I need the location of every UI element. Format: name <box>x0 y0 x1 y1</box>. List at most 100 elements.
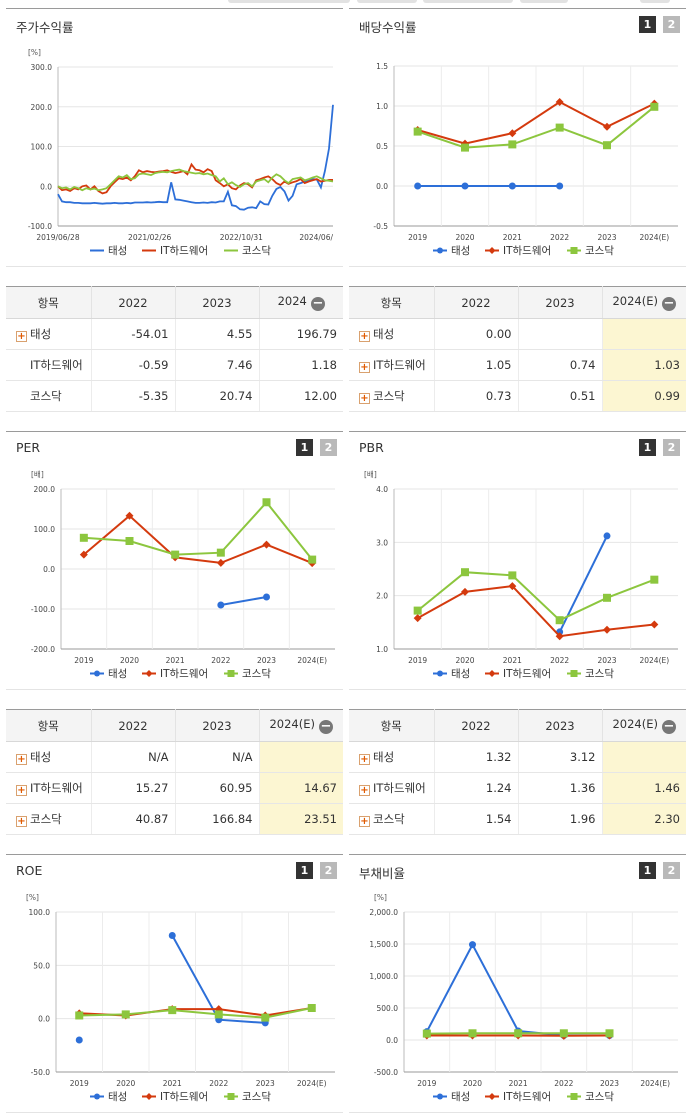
legend-marker <box>227 1093 235 1100</box>
stock-return-table: 항목 2022 2023 2024− + 태성 -54.01 4.55 196.7… <box>6 286 343 412</box>
col-header: 2023 <box>518 709 603 742</box>
expand-plus-icon[interactable]: + <box>359 816 370 827</box>
x-tick-label: 2024(E) <box>297 1079 327 1088</box>
expand-plus-icon[interactable]: + <box>359 785 370 796</box>
data-point <box>121 1010 130 1019</box>
data-point <box>413 614 422 623</box>
expand-plus-icon[interactable]: + <box>16 816 27 827</box>
x-tick-label: 2024(E) <box>297 656 327 665</box>
cell: 15.27 <box>91 772 176 804</box>
col-header: 2022 <box>434 286 519 319</box>
x-tick-label: 2020 <box>120 656 139 665</box>
cell: 1.36 <box>518 772 603 804</box>
table-row: + 태성 1.32 3.12 <box>349 741 686 773</box>
y-tick-label: -50.0 <box>31 1068 51 1077</box>
collapse-minus-icon[interactable]: − <box>310 296 325 311</box>
expand-plus-icon[interactable]: + <box>359 754 370 765</box>
stock-return-chart: [%] 300.0 200.0 100.0 0.0 -100.0 2019/06/28 202… <box>28 48 334 257</box>
cell: 3.12 <box>518 741 603 773</box>
page-2-button[interactable]: 2 <box>663 16 680 33</box>
page-2-button[interactable]: 2 <box>320 439 337 456</box>
data-point <box>422 1029 431 1038</box>
x-tick-label: 2023 <box>257 656 276 665</box>
debt-ratio-panel: 부채비율 1 2 [%] 2,000.0 1,500.0 1,000.0 500.0 0.… <box>349 854 686 1113</box>
legend-label: IT하드웨어 <box>160 1090 208 1103</box>
y-tick-label: 1,000.0 <box>369 972 398 981</box>
x-tick-label: 2021 <box>503 233 522 242</box>
data-point <box>603 141 611 150</box>
x-tick-label: 2019 <box>408 233 427 242</box>
data-point <box>414 182 422 190</box>
x-tick-label: 2019 <box>408 656 427 665</box>
x-tick-label: 2021/02/26 <box>128 233 171 242</box>
y-unit-label: [배] <box>364 470 377 479</box>
legend-marker <box>227 670 235 677</box>
page-2-button[interactable]: 2 <box>320 862 337 879</box>
table-row: + IT하드웨어 1.24 1.36 1.46 <box>349 772 686 804</box>
legend-label: 코스닥 <box>242 668 271 680</box>
y-tick-label: 100.0 <box>31 143 53 152</box>
expand-plus-icon[interactable]: + <box>359 331 370 342</box>
x-tick-label: 2022 <box>554 1079 573 1088</box>
collapse-minus-icon[interactable]: − <box>319 719 333 734</box>
per-panel: PER 1 2 [배] 200.0 100.0 0.0 -100.0 -200.0 2019… <box>6 431 343 690</box>
cell: 1.05 <box>434 349 519 381</box>
data-point <box>650 575 659 584</box>
legend-label: 태성 <box>108 1091 127 1103</box>
collapse-minus-icon[interactable]: − <box>662 296 676 311</box>
col-header: 2024(E) − <box>259 709 343 742</box>
legend-marker <box>488 247 496 254</box>
x-tick-label: 2019 <box>70 1079 89 1088</box>
page-1-button[interactable]: 1 <box>296 439 313 456</box>
data-point <box>508 140 517 149</box>
cell: 2.30 <box>602 803 686 835</box>
cell: 1.32 <box>434 741 519 773</box>
page-toggle: 1 2 <box>296 439 337 456</box>
expand-plus-icon[interactable]: + <box>359 393 370 404</box>
legend-label: 태성 <box>108 245 127 257</box>
row-name: + 코스닥 <box>349 803 435 835</box>
dividend-table: 항목 2022 2023 2024(E) − + 태성 0.00 + IT하드웨어 1… <box>349 286 686 412</box>
data-point <box>261 1013 270 1022</box>
page-2-button[interactable]: 2 <box>663 862 680 879</box>
page-1-button[interactable]: 1 <box>639 439 656 456</box>
data-point <box>79 550 88 559</box>
panel-title: 부채비율 <box>359 866 406 881</box>
cell: 40.87 <box>91 803 176 835</box>
panel-title: 주가수익률 <box>16 20 74 35</box>
collapse-minus-icon[interactable]: − <box>662 719 676 734</box>
data-point <box>508 182 516 190</box>
legend-label: 태성 <box>451 1091 470 1103</box>
y-tick-label: -500.0 <box>374 1068 398 1077</box>
pbr-chart: [배] 4.0 3.0 2.0 1.0 2019 2020 2021 2022 2023 2024(… <box>364 470 678 680</box>
page-1-button[interactable]: 1 <box>639 862 656 879</box>
x-tick-label: 2020 <box>116 1079 135 1088</box>
data-point <box>125 511 134 520</box>
expand-plus-icon[interactable]: + <box>16 331 27 342</box>
y-tick-label: 2,000.0 <box>369 908 398 917</box>
y-tick-label: 0.0 <box>40 182 52 191</box>
per-table: 항목 2022 2023 2024(E) − + 태성 N/A N/A + IT하드웨… <box>6 709 343 835</box>
col-header: 2024− <box>259 286 343 319</box>
table-row: + 태성 N/A N/A <box>6 741 343 773</box>
page-1-button[interactable]: 1 <box>296 862 313 879</box>
expand-plus-icon[interactable]: + <box>16 785 27 796</box>
data-point <box>461 568 469 577</box>
data-point <box>555 123 564 132</box>
series-line-s2 <box>417 585 655 638</box>
y-tick-label: 4.0 <box>376 485 388 494</box>
legend-label: IT하드웨어 <box>503 1090 551 1103</box>
expand-plus-icon[interactable]: + <box>16 754 27 765</box>
page-1-button[interactable]: 1 <box>639 16 656 33</box>
x-tick-label: 2022/10/31 <box>220 233 263 242</box>
expand-plus-icon[interactable]: + <box>359 362 370 373</box>
data-point <box>79 533 88 542</box>
cell <box>602 318 686 350</box>
panel-title: 배당수익률 <box>359 20 417 35</box>
data-point <box>413 127 422 136</box>
y-tick-label: 0.0 <box>386 1036 398 1045</box>
page-2-button[interactable]: 2 <box>663 439 680 456</box>
y-tick-label: 200.0 <box>31 103 53 112</box>
row-name: IT하드웨어 <box>6 349 92 381</box>
y-tick-label: 0.0 <box>43 565 55 574</box>
